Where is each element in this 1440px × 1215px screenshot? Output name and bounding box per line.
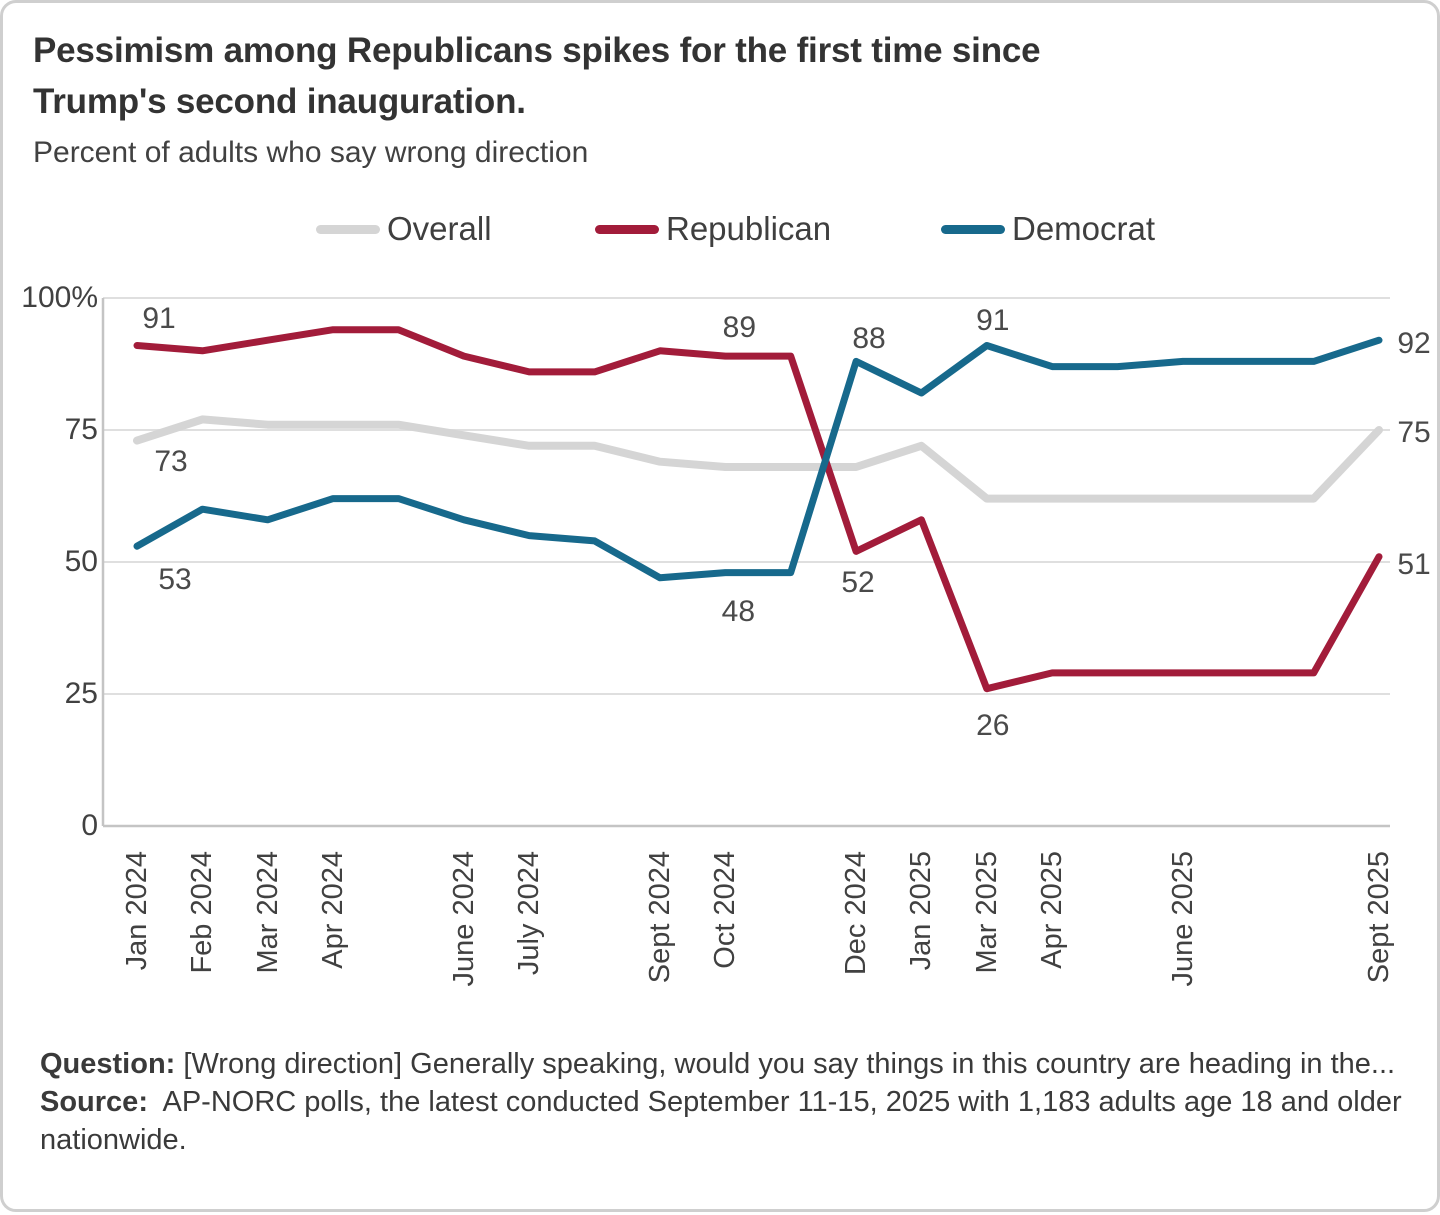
y-tick-25: 25: [64, 677, 98, 710]
y-tick-75: 75: [64, 413, 98, 446]
y-tick-50: 50: [64, 545, 98, 578]
legend-swatch-republican: [595, 224, 659, 234]
page-subtitle: Percent of adults who say wrong directio…: [33, 136, 589, 169]
value-label-democrat-13: 91: [976, 303, 1010, 337]
x-tick-sept-2024: Sept 2024: [643, 851, 676, 984]
y-tick-0: 0: [81, 809, 98, 842]
page-title: Pessimism among Republicans spikes for t…: [33, 31, 1041, 121]
value-label-republican-9: 89: [722, 311, 757, 345]
value-label-republican-19: 51: [1397, 547, 1431, 581]
x-tick-july-2024: July 2024: [513, 851, 546, 976]
x-tick-june-2024: June 2024: [447, 851, 480, 987]
x-tick-mar-2025: Mar 2025: [970, 851, 1003, 974]
source-text: AP-NORC polls, the latest conducted Sept…: [40, 1086, 1410, 1156]
value-label-overall-0: 73: [154, 444, 188, 478]
legend-label-democrat: Democrat: [1012, 210, 1156, 247]
source-note: Source: AP-NORC polls, the latest conduc…: [40, 1083, 1418, 1159]
source-label: Source:: [40, 1086, 148, 1118]
x-tick-jan-2024: Jan 2024: [121, 851, 153, 971]
legend-item-overall: Overall: [316, 206, 492, 252]
x-tick-feb-2024: Feb 2024: [186, 851, 219, 974]
series-line-democrat: [133, 336, 1383, 582]
value-label-republican-0: 91: [142, 301, 176, 335]
value-label-democrat-19: 92: [1397, 327, 1431, 361]
x-tick-june-2025: June 2025: [1166, 851, 1199, 987]
legend-item-democrat: Democrat: [941, 206, 1155, 252]
legend-label-overall: Overall: [387, 210, 492, 247]
x-tick-apr-2025: Apr 2025: [1036, 851, 1069, 969]
legend-swatch-overall: [316, 224, 380, 234]
legend-swatch-democrat: [941, 224, 1005, 234]
x-tick-dec-2024: Dec 2024: [840, 851, 873, 976]
question-label: Question:: [40, 1048, 176, 1080]
series-line-republican: [133, 326, 1383, 693]
series-line-overall: [133, 415, 1383, 503]
value-label-republican-11: 52: [841, 566, 875, 600]
y-tick-100: 100%: [21, 281, 98, 314]
x-tick-apr-2024: Apr 2024: [317, 851, 350, 969]
x-tick-sept-2025: Sept 2025: [1363, 851, 1396, 984]
x-tick-jan-2025: Jan 2025: [905, 851, 938, 971]
value-label-democrat-0: 53: [158, 563, 192, 597]
question-text: [Wrong direction] Generally speaking, wo…: [175, 1048, 1396, 1080]
legend-label-republican: Republican: [666, 210, 832, 247]
legend: Overall Republican Democrat: [3, 206, 1440, 252]
value-label-republican-13: 26: [976, 708, 1010, 742]
legend-item-republican: Republican: [595, 206, 831, 252]
x-tick-oct-2024: Oct 2024: [709, 851, 742, 969]
footer-notes: Question: [Wrong direction] Generally sp…: [40, 1045, 1418, 1159]
line-chart: [101, 297, 1390, 828]
question-note: Question: [Wrong direction] Generally sp…: [40, 1045, 1418, 1083]
value-label-democrat-9: 48: [721, 594, 756, 628]
x-tick-mar-2024: Mar 2024: [251, 851, 284, 974]
value-label-democrat-11: 88: [852, 322, 886, 356]
value-label-overall-19: 75: [1397, 416, 1431, 449]
